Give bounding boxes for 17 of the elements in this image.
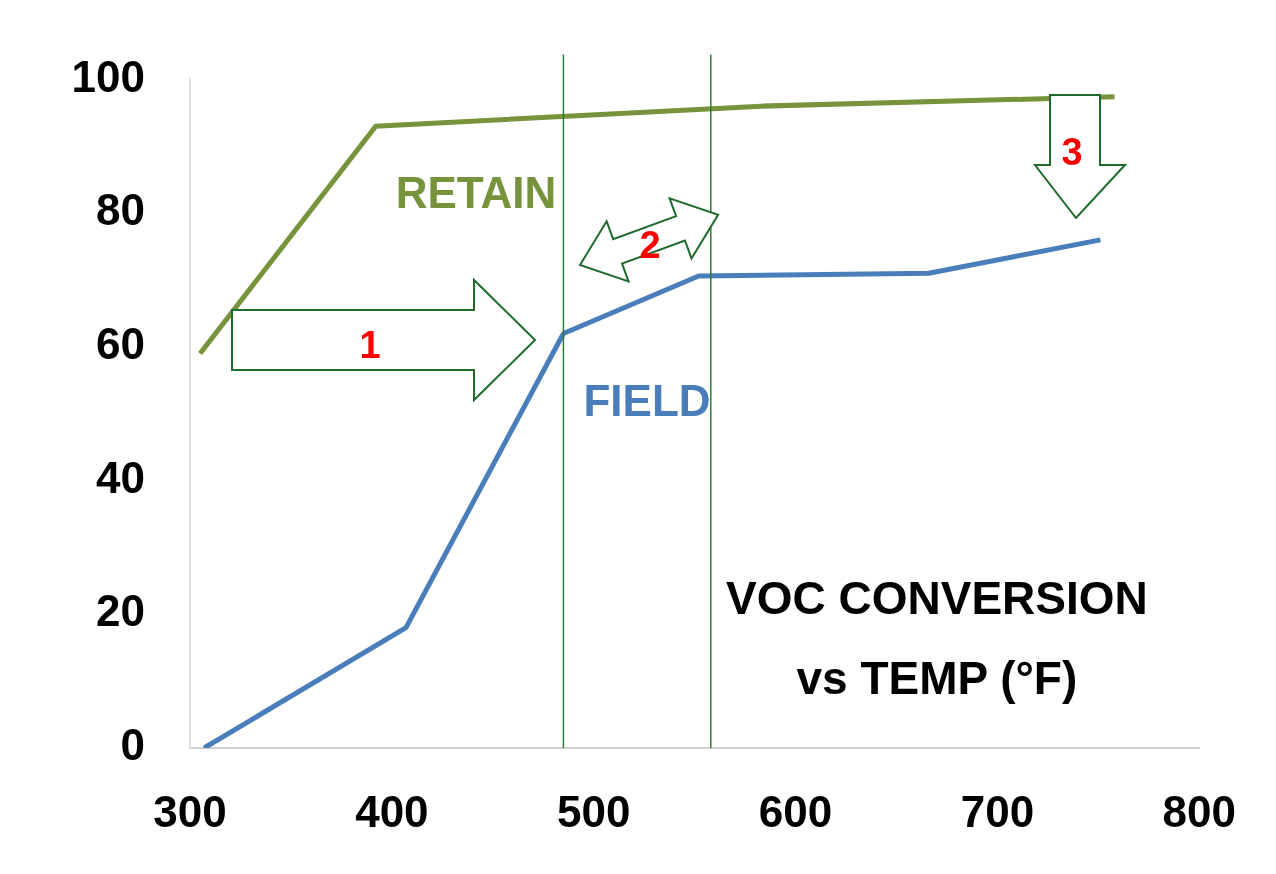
annotation: 3 xyxy=(1061,131,1083,173)
y-tick-label: 80 xyxy=(96,185,145,235)
text: VOC CONVERSION vs TEMP (°F) xyxy=(726,571,1148,704)
x-tick-label: 300 xyxy=(153,786,227,836)
y-tick-label: 20 xyxy=(96,586,145,636)
series-label: RETAIN xyxy=(395,168,557,218)
y-tick-label: 60 xyxy=(96,318,145,368)
annotation: 1 xyxy=(359,324,381,366)
x-tick-label: 500 xyxy=(557,786,631,836)
y-tick-label: 0 xyxy=(120,720,145,770)
series-label: FIELD xyxy=(583,375,711,425)
x-tick-label: 800 xyxy=(1162,786,1236,836)
x-tick-label: 600 xyxy=(758,786,833,836)
x-tick-label: 400 xyxy=(355,786,429,836)
x-tick-label: 700 xyxy=(960,786,1035,836)
y-tick-label: 40 xyxy=(96,452,145,502)
y-tick-label: 100 xyxy=(71,51,145,101)
